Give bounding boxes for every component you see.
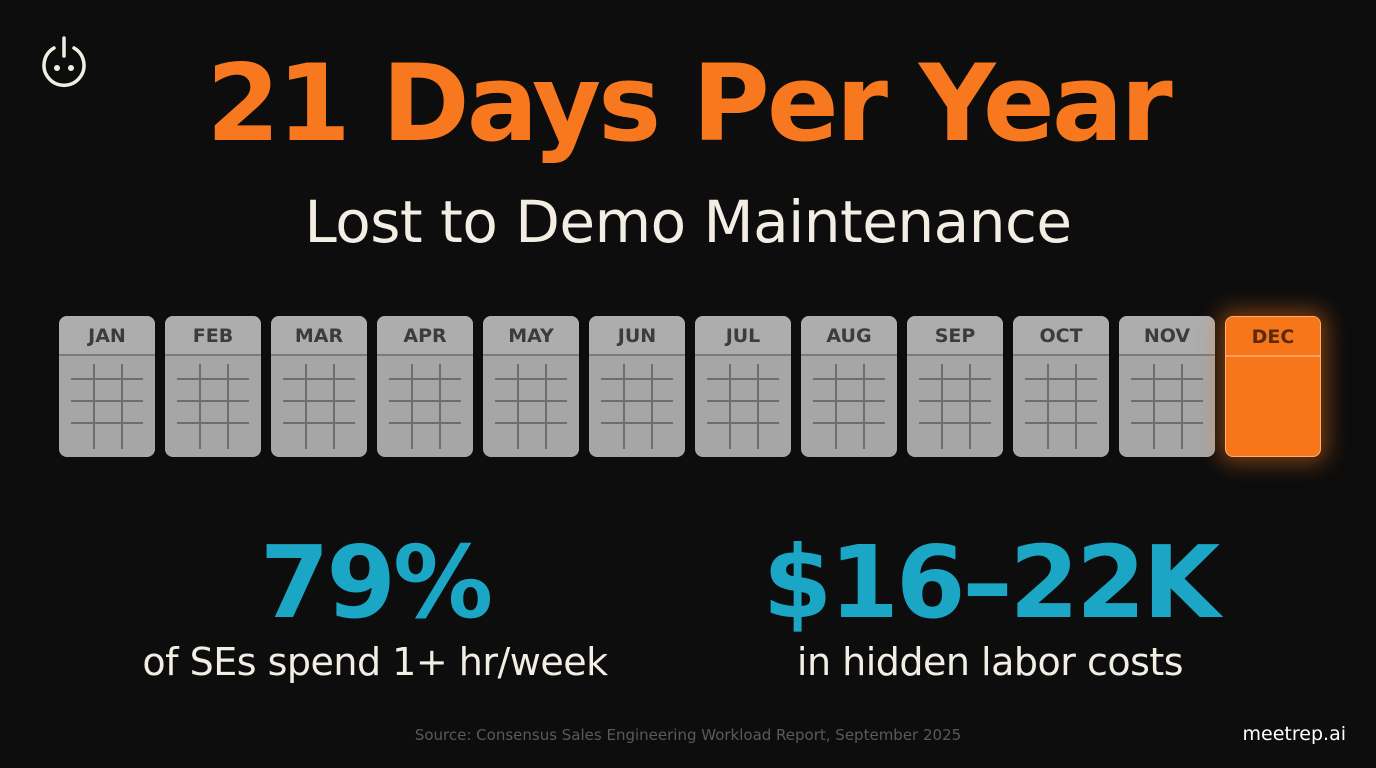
month-card-apr: APR <box>377 316 473 457</box>
headline-title: 21 Days Per Year <box>206 42 1172 165</box>
month-card-jul: JUL <box>695 316 791 457</box>
month-card-mar: MAR <box>271 316 367 457</box>
month-card-nov: NOV <box>1119 316 1215 457</box>
calendar-grid-icon <box>1013 356 1109 457</box>
month-card-jan: JAN <box>59 316 155 457</box>
month-label: JUL <box>695 316 791 356</box>
month-label: FEB <box>165 316 261 356</box>
month-label: AUG <box>801 316 897 356</box>
stat-cost-label: in hidden labor costs <box>796 640 1184 684</box>
calendar-grid-icon <box>271 356 367 457</box>
month-label: OCT <box>1013 316 1109 356</box>
month-label: MAR <box>271 316 367 356</box>
month-label: APR <box>377 316 473 356</box>
brand-url: meetrep.ai <box>1242 723 1346 745</box>
calendar-months: JAN FEB MAR APR MAY JUN JUL AUG SEP OCT NOV DEC <box>59 316 1321 457</box>
calendar-grid-icon <box>377 356 473 457</box>
source-citation: Source: Consensus Sales Engineering Work… <box>414 726 962 744</box>
calendar-grid-icon <box>59 356 155 457</box>
month-label: SEP <box>907 316 1003 356</box>
month-card-jun: JUN <box>589 316 685 457</box>
month-card-sep: SEP <box>907 316 1003 457</box>
month-card-aug: AUG <box>801 316 897 457</box>
stat-percent: 79% of SEs spend 1+ hr/week <box>130 528 620 686</box>
stat-cost: $16–22K in hidden labor costs <box>720 528 1260 686</box>
logo <box>38 36 90 92</box>
month-label: NOV <box>1119 316 1215 356</box>
month-card-dec: DEC <box>1225 316 1321 457</box>
month-label: DEC <box>1226 317 1320 357</box>
stat-percent-label: of SEs spend 1+ hr/week <box>142 640 608 684</box>
stat-percent-value: 79% <box>259 524 493 641</box>
month-label: JAN <box>59 316 155 356</box>
month-card-may: MAY <box>483 316 579 457</box>
power-face-icon <box>42 36 86 87</box>
calendar-grid-icon <box>589 356 685 457</box>
month-card-oct: OCT <box>1013 316 1109 457</box>
calendar-grid-icon <box>483 356 579 457</box>
month-label: MAY <box>483 316 579 356</box>
calendar-grid-icon <box>165 356 261 457</box>
month-label: JUN <box>589 316 685 356</box>
calendar-grid-icon <box>801 356 897 457</box>
calendar-grid-icon <box>907 356 1003 457</box>
calendar-grid-icon <box>695 356 791 457</box>
stat-cost-value: $16–22K <box>762 524 1220 641</box>
calendar-grid-icon <box>1119 356 1215 457</box>
headline-subtitle: Lost to Demo Maintenance <box>304 188 1072 256</box>
month-card-feb: FEB <box>165 316 261 457</box>
